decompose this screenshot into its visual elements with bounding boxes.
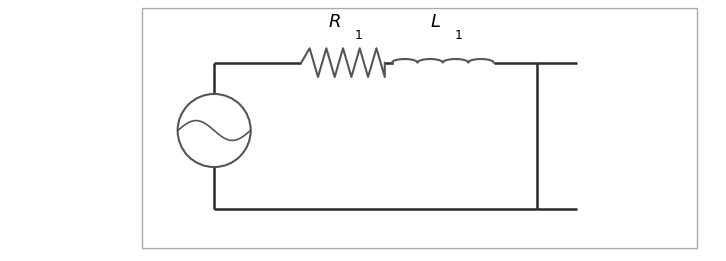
- Bar: [142, 8, 697, 248]
- Text: R: R: [328, 13, 340, 31]
- Text: 1: 1: [355, 29, 363, 42]
- Text: 1: 1: [455, 29, 462, 42]
- Text: L: L: [431, 13, 441, 31]
